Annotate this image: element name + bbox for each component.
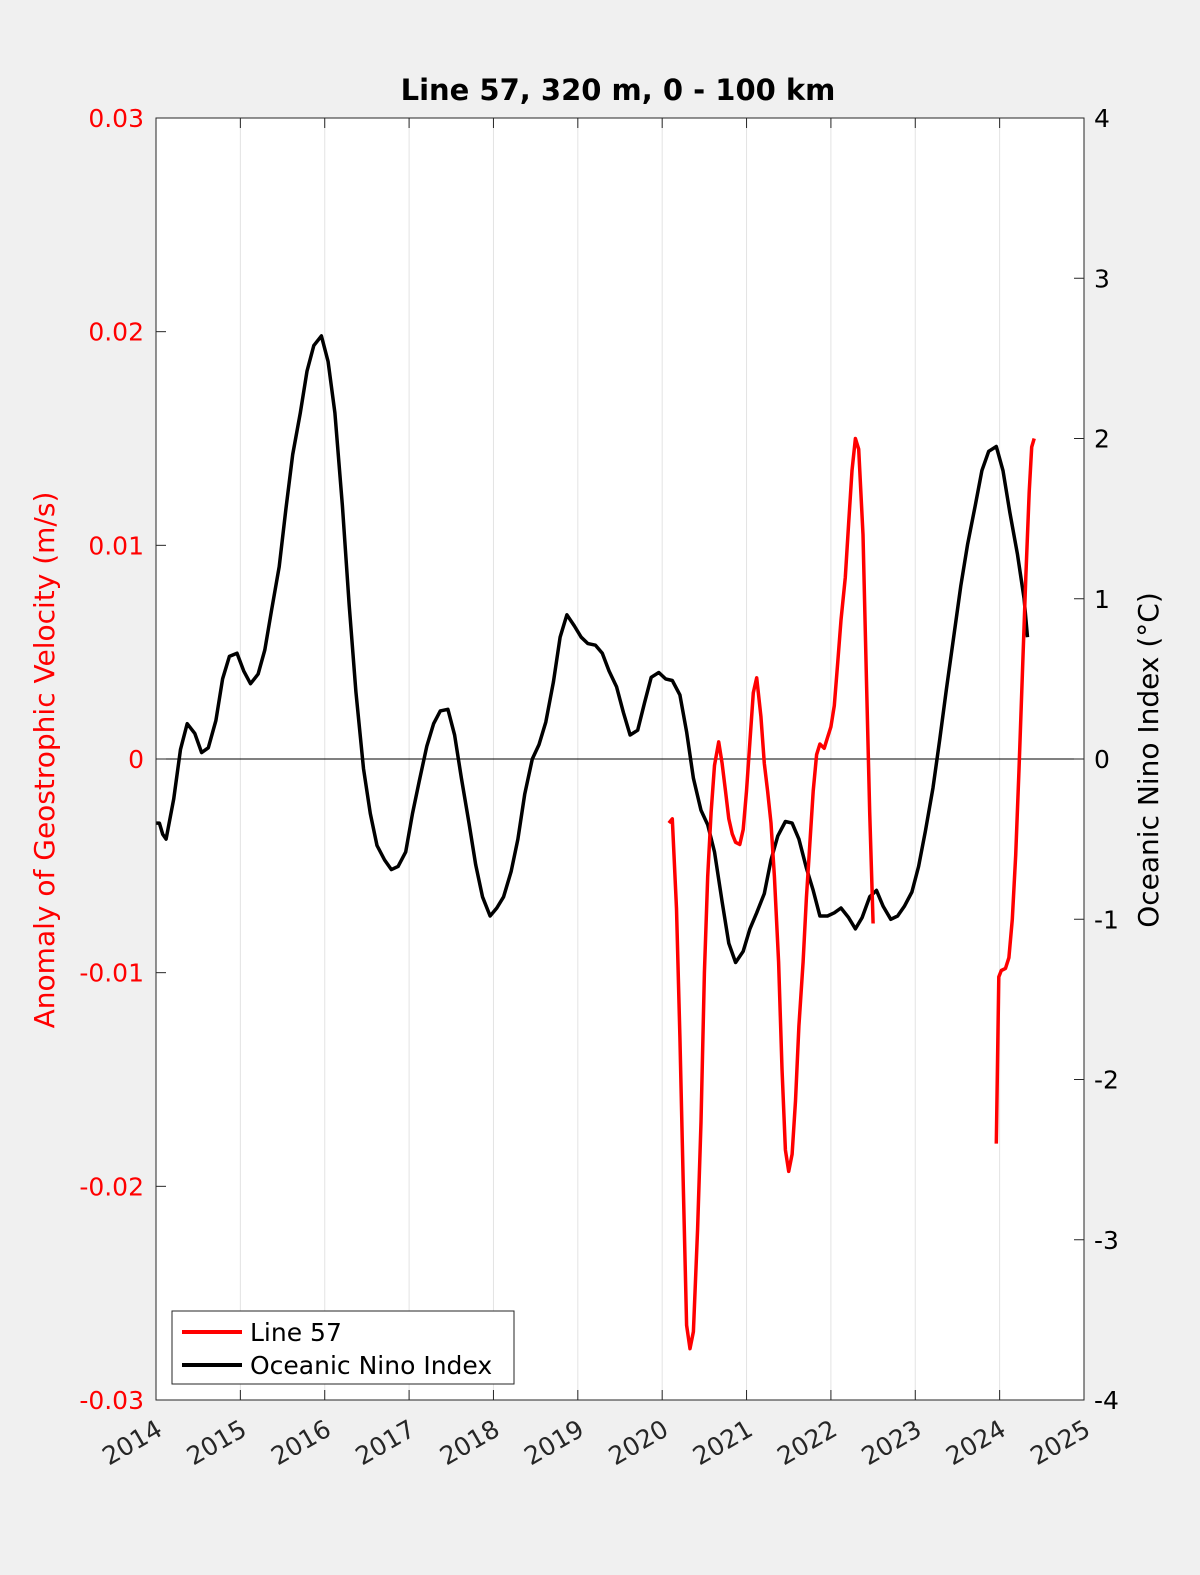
y-right-tick-label: 2 — [1094, 425, 1110, 454]
y-axis-right-label: Oceanic Nino Index (°C) — [1132, 592, 1165, 928]
y-right-tick-label: -1 — [1094, 905, 1119, 934]
legend-label-oni: Oceanic Nino Index — [250, 1351, 492, 1380]
legend: Line 57 Oceanic Nino Index — [171, 1310, 515, 1385]
y-left-tick-label: -0.03 — [79, 1386, 144, 1415]
chart-title: Line 57, 320 m, 0 - 100 km — [401, 73, 836, 107]
y-right-tick-label: 1 — [1094, 585, 1110, 614]
y-axis-left: 0.03 0.02 0.01 0 -0.01 -0.02 -0.03 — [79, 104, 166, 1415]
y-left-tick-label: 0 — [128, 745, 144, 774]
series-line57-segment-1 — [667, 436, 875, 1351]
y-right-tick-label: -2 — [1094, 1066, 1119, 1095]
y-left-tick-label: 0.02 — [88, 318, 144, 347]
y-right-tick-label: -3 — [1094, 1226, 1119, 1255]
y-right-tick-label: 3 — [1094, 264, 1110, 293]
legend-label-line57: Line 57 — [250, 1318, 342, 1347]
y-left-tick-label: 0.01 — [88, 531, 144, 560]
y-right-tick-label: 4 — [1094, 104, 1110, 133]
series-line57-segment-2 — [994, 438, 1036, 1144]
legend-box — [171, 1310, 515, 1385]
y-left-tick-label: -0.01 — [79, 959, 144, 988]
y-right-tick-label: -4 — [1094, 1386, 1119, 1415]
series-layer — [156, 334, 1036, 1351]
y-axis-right: 4 3 2 1 0 -1 -2 -3 -4 — [1074, 104, 1119, 1415]
y-right-tick-label: 0 — [1094, 745, 1110, 774]
y-left-tick-label: 0.03 — [88, 104, 144, 133]
y-left-tick-label: -0.02 — [79, 1172, 144, 1201]
y-axis-left-label: Anomaly of Geostrophic Velocity (m/s) — [28, 492, 61, 1029]
series-oceanic-nino-index — [156, 334, 1030, 965]
